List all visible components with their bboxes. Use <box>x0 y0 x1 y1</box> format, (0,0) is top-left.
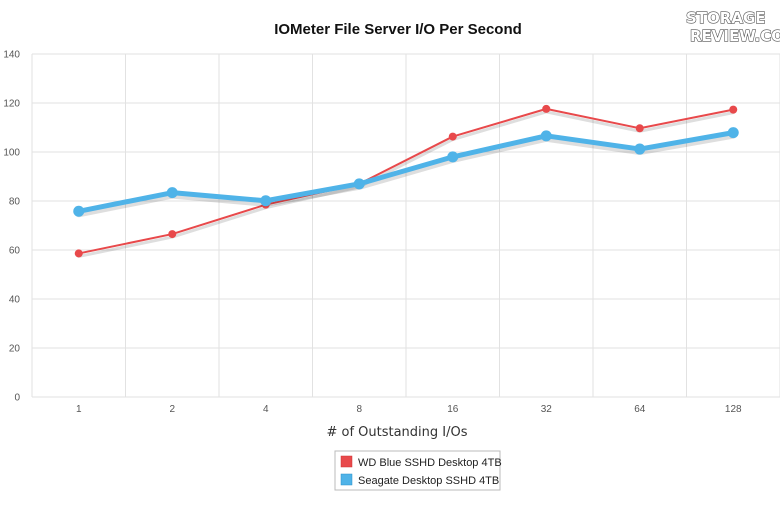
y-tick-label: 20 <box>9 344 21 355</box>
data-point <box>540 130 552 142</box>
legend-box <box>334 450 501 491</box>
data-point <box>73 205 85 217</box>
legend-swatch-wd <box>340 455 353 468</box>
series-layer <box>73 104 739 258</box>
data-point <box>447 151 459 163</box>
storagereview-logo: STORAGE REVIEW.COM <box>685 8 780 45</box>
y-tick-label: 140 <box>3 50 20 61</box>
data-point <box>166 187 178 199</box>
data-point <box>260 195 272 207</box>
legend-label-seagate: Seagate Desktop SSHD 4TB <box>358 475 499 487</box>
x-tick-label: 1 <box>76 404 82 415</box>
x-tick-label: 4 <box>263 404 269 415</box>
y-tick-label: 80 <box>9 197 21 208</box>
x-axis-ticks: 1 2 4 8 16 32 64 128 <box>76 404 742 415</box>
y-tick-label: 100 <box>3 148 20 159</box>
y-axis-ticks: 0 20 40 60 80 100 120 140 <box>3 50 20 404</box>
series-line <box>77 107 735 255</box>
series-shadow <box>75 132 737 218</box>
data-point <box>542 104 551 113</box>
data-point <box>353 178 365 190</box>
y-tick-label: 60 <box>9 246 21 257</box>
logo-line-1: STORAGE <box>686 9 766 27</box>
data-point <box>729 105 738 114</box>
grid-lines <box>31 53 780 398</box>
x-tick-label: 16 <box>447 404 459 415</box>
data-point <box>448 132 457 141</box>
y-tick-label: 0 <box>14 393 20 404</box>
series-shadow <box>77 110 735 258</box>
logo-line-2: REVIEW.COM <box>690 27 780 45</box>
legend: WD Blue SSHD Desktop 4TB Seagate Desktop… <box>334 450 502 491</box>
x-tick-label: 128 <box>725 404 742 415</box>
x-tick-label: 32 <box>541 404 553 415</box>
x-tick-label: 8 <box>356 404 362 415</box>
y-tick-label: 120 <box>3 99 20 110</box>
x-tick-label: 2 <box>169 404 175 415</box>
data-point <box>635 124 644 133</box>
data-point <box>727 127 739 139</box>
x-tick-label: 64 <box>634 404 646 415</box>
data-point <box>634 143 646 155</box>
chart-title: IOMeter File Server I/O Per Second <box>274 21 522 38</box>
legend-swatch-seagate <box>340 473 353 486</box>
data-point <box>168 230 177 239</box>
y-tick-label: 40 <box>9 295 21 306</box>
series-line <box>76 130 736 214</box>
data-point <box>74 249 83 258</box>
legend-label-wd: WD Blue SSHD Desktop 4TB <box>358 457 502 469</box>
x-axis-label: # of Outstanding I/Os <box>326 425 467 440</box>
